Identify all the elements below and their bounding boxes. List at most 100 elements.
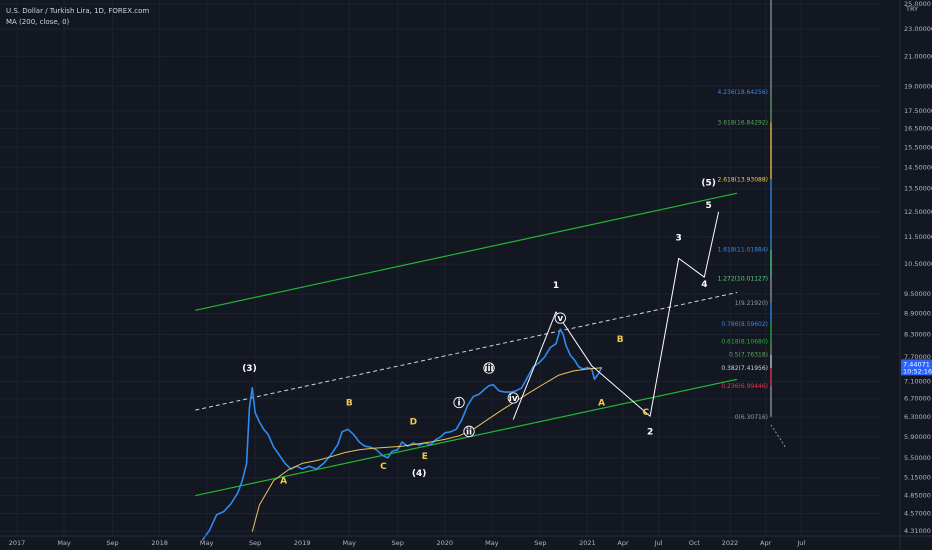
wave-label: B bbox=[617, 335, 624, 345]
y-tick-label: 19.00000 bbox=[904, 82, 932, 90]
y-axis: 25.0000 23.00000 21.00000 19.00000 17.50000 1… bbox=[899, 0, 932, 550]
y-tick-label: 23.00000 bbox=[904, 25, 932, 33]
channel-lines bbox=[195, 192, 738, 497]
fib-level-label: 1.618(11.01884) bbox=[718, 247, 769, 254]
y-tick-label: 5.50000 bbox=[904, 454, 931, 462]
y-tick-label: 17.50000 bbox=[904, 107, 932, 115]
currency-label: TRY bbox=[905, 5, 918, 13]
wave-label: iii bbox=[484, 364, 493, 374]
chart-legend: U.S. Dollar / Turkish Lira, 1D, FOREX.co… bbox=[6, 6, 149, 28]
fib-level-label: 0(6.30716) bbox=[735, 414, 768, 421]
fib-level-label: 2.618(13.93088) bbox=[718, 176, 769, 183]
y-tick-label: 5.15000 bbox=[904, 474, 931, 482]
y-tick-label: 8.90000 bbox=[904, 310, 931, 318]
price-series bbox=[201, 211, 720, 541]
fib-trend-dotted bbox=[770, 424, 787, 449]
y-tick-label: 11.50000 bbox=[904, 233, 932, 241]
y-tick-label: 10.50000 bbox=[904, 260, 932, 268]
x-tick-label: May bbox=[200, 539, 214, 547]
y-tick-label: 8.30000 bbox=[904, 331, 931, 339]
wave-label: C bbox=[380, 462, 387, 472]
channel-upper-line bbox=[195, 192, 738, 311]
channel-mid-dashed-line bbox=[195, 292, 738, 411]
wave-label: 2 bbox=[647, 427, 653, 437]
y-tick-label: 6.30000 bbox=[904, 413, 931, 421]
usdtry-price-line bbox=[201, 328, 603, 541]
wave-label: 3 bbox=[676, 234, 682, 244]
fib-level-label: 0.382(7.41956) bbox=[721, 365, 768, 372]
y-tick-label: 15.50000 bbox=[904, 143, 932, 151]
x-tick-label: May bbox=[343, 539, 357, 547]
y-tick-label: 6.70000 bbox=[904, 395, 931, 403]
y-tick-label: 13.50000 bbox=[904, 185, 932, 193]
wave-label-circle bbox=[554, 312, 566, 324]
x-tick-label: Oct bbox=[689, 539, 701, 547]
wave-label: v bbox=[557, 314, 563, 324]
wave-label: 5 bbox=[705, 201, 711, 211]
x-tick-label: May bbox=[485, 539, 499, 547]
x-tick-label: 2022 bbox=[722, 539, 739, 547]
wave-label: D bbox=[410, 417, 417, 427]
y-tick-label: 4.57000 bbox=[904, 509, 931, 517]
wave-label: C bbox=[643, 408, 650, 418]
x-tick-label: 2021 bbox=[579, 539, 596, 547]
wave-label-circle bbox=[453, 396, 465, 409]
fib-level-label: 3.618(16.84292) bbox=[718, 119, 769, 126]
wave-label: iv bbox=[509, 394, 518, 404]
wave-label-circle bbox=[483, 362, 495, 374]
price-tag-countdown: 10:52:16 bbox=[903, 367, 932, 375]
fib-level-label: 0.786(8.59602) bbox=[721, 321, 768, 328]
y-tick-label: 7.10000 bbox=[904, 377, 931, 385]
indicator-label[interactable]: MA (200, close, 0) bbox=[6, 18, 70, 26]
wave-label: (5) bbox=[701, 178, 716, 188]
symbol-title[interactable]: U.S. Dollar / Turkish Lira, 1D, FOREX.co… bbox=[6, 7, 150, 15]
y-tick-label: 12.50000 bbox=[904, 208, 932, 216]
fib-level-label: 0.5(7.76318) bbox=[729, 352, 768, 359]
wave-label-circle bbox=[507, 392, 519, 404]
x-tick-label: Jul bbox=[796, 539, 805, 547]
wave-label: A bbox=[280, 476, 287, 486]
channel-lower-line bbox=[195, 378, 738, 497]
y-tick-label: 5.90000 bbox=[904, 433, 931, 441]
wave-label: i bbox=[458, 399, 461, 409]
x-tick-label: Apr bbox=[617, 539, 629, 547]
x-tick-label: 2019 bbox=[294, 539, 311, 547]
ma200-line bbox=[251, 367, 602, 532]
y-tick-label: 16.50000 bbox=[904, 125, 932, 133]
elliott-forecast-path bbox=[512, 211, 720, 420]
fib-level-label: 0.618(8.10680) bbox=[721, 339, 768, 346]
fib-level-label: 1(9.21920) bbox=[735, 300, 768, 307]
wave-label: B bbox=[346, 399, 353, 409]
fib-extension: 4.236(18.64256) 3.618(16.84292) 2.618(13.9… bbox=[718, 0, 787, 449]
wave-label: (4) bbox=[412, 469, 427, 479]
wave-label: (3) bbox=[242, 364, 257, 374]
wave-label: ii bbox=[466, 427, 472, 437]
wave-label: 4 bbox=[701, 280, 707, 290]
y-tick-label: 25.0000 bbox=[904, 0, 931, 8]
x-tick-label: Sep bbox=[392, 539, 404, 547]
x-tick-label: 2017 bbox=[9, 539, 26, 547]
wave-label: E bbox=[422, 452, 428, 462]
y-tick-label: 4.31000 bbox=[904, 527, 931, 535]
x-tick-label: May bbox=[57, 539, 71, 547]
fib-level-label: 1.272(10.01127) bbox=[718, 275, 769, 282]
x-tick-label: Sep bbox=[249, 539, 261, 547]
x-tick-label: Sep bbox=[106, 539, 118, 547]
y-tick-label: 14.50000 bbox=[904, 163, 932, 171]
grid-lines bbox=[0, 0, 880, 536]
y-tick-label: 21.00000 bbox=[904, 52, 932, 60]
price-tag-box bbox=[901, 359, 932, 376]
wave-label: A bbox=[598, 399, 605, 409]
x-tick-label: 2018 bbox=[151, 539, 168, 547]
y-tick-label: 7.70000 bbox=[904, 353, 931, 361]
x-tick-label: Sep bbox=[534, 539, 546, 547]
wave-label-circle bbox=[463, 425, 475, 437]
x-tick-label: Jul bbox=[654, 539, 663, 547]
price-tag-value: 7.44071 bbox=[903, 360, 930, 368]
y-tick-label: 9.50000 bbox=[904, 290, 931, 298]
fib-level-label: 0.236(6.99446) bbox=[721, 383, 768, 390]
